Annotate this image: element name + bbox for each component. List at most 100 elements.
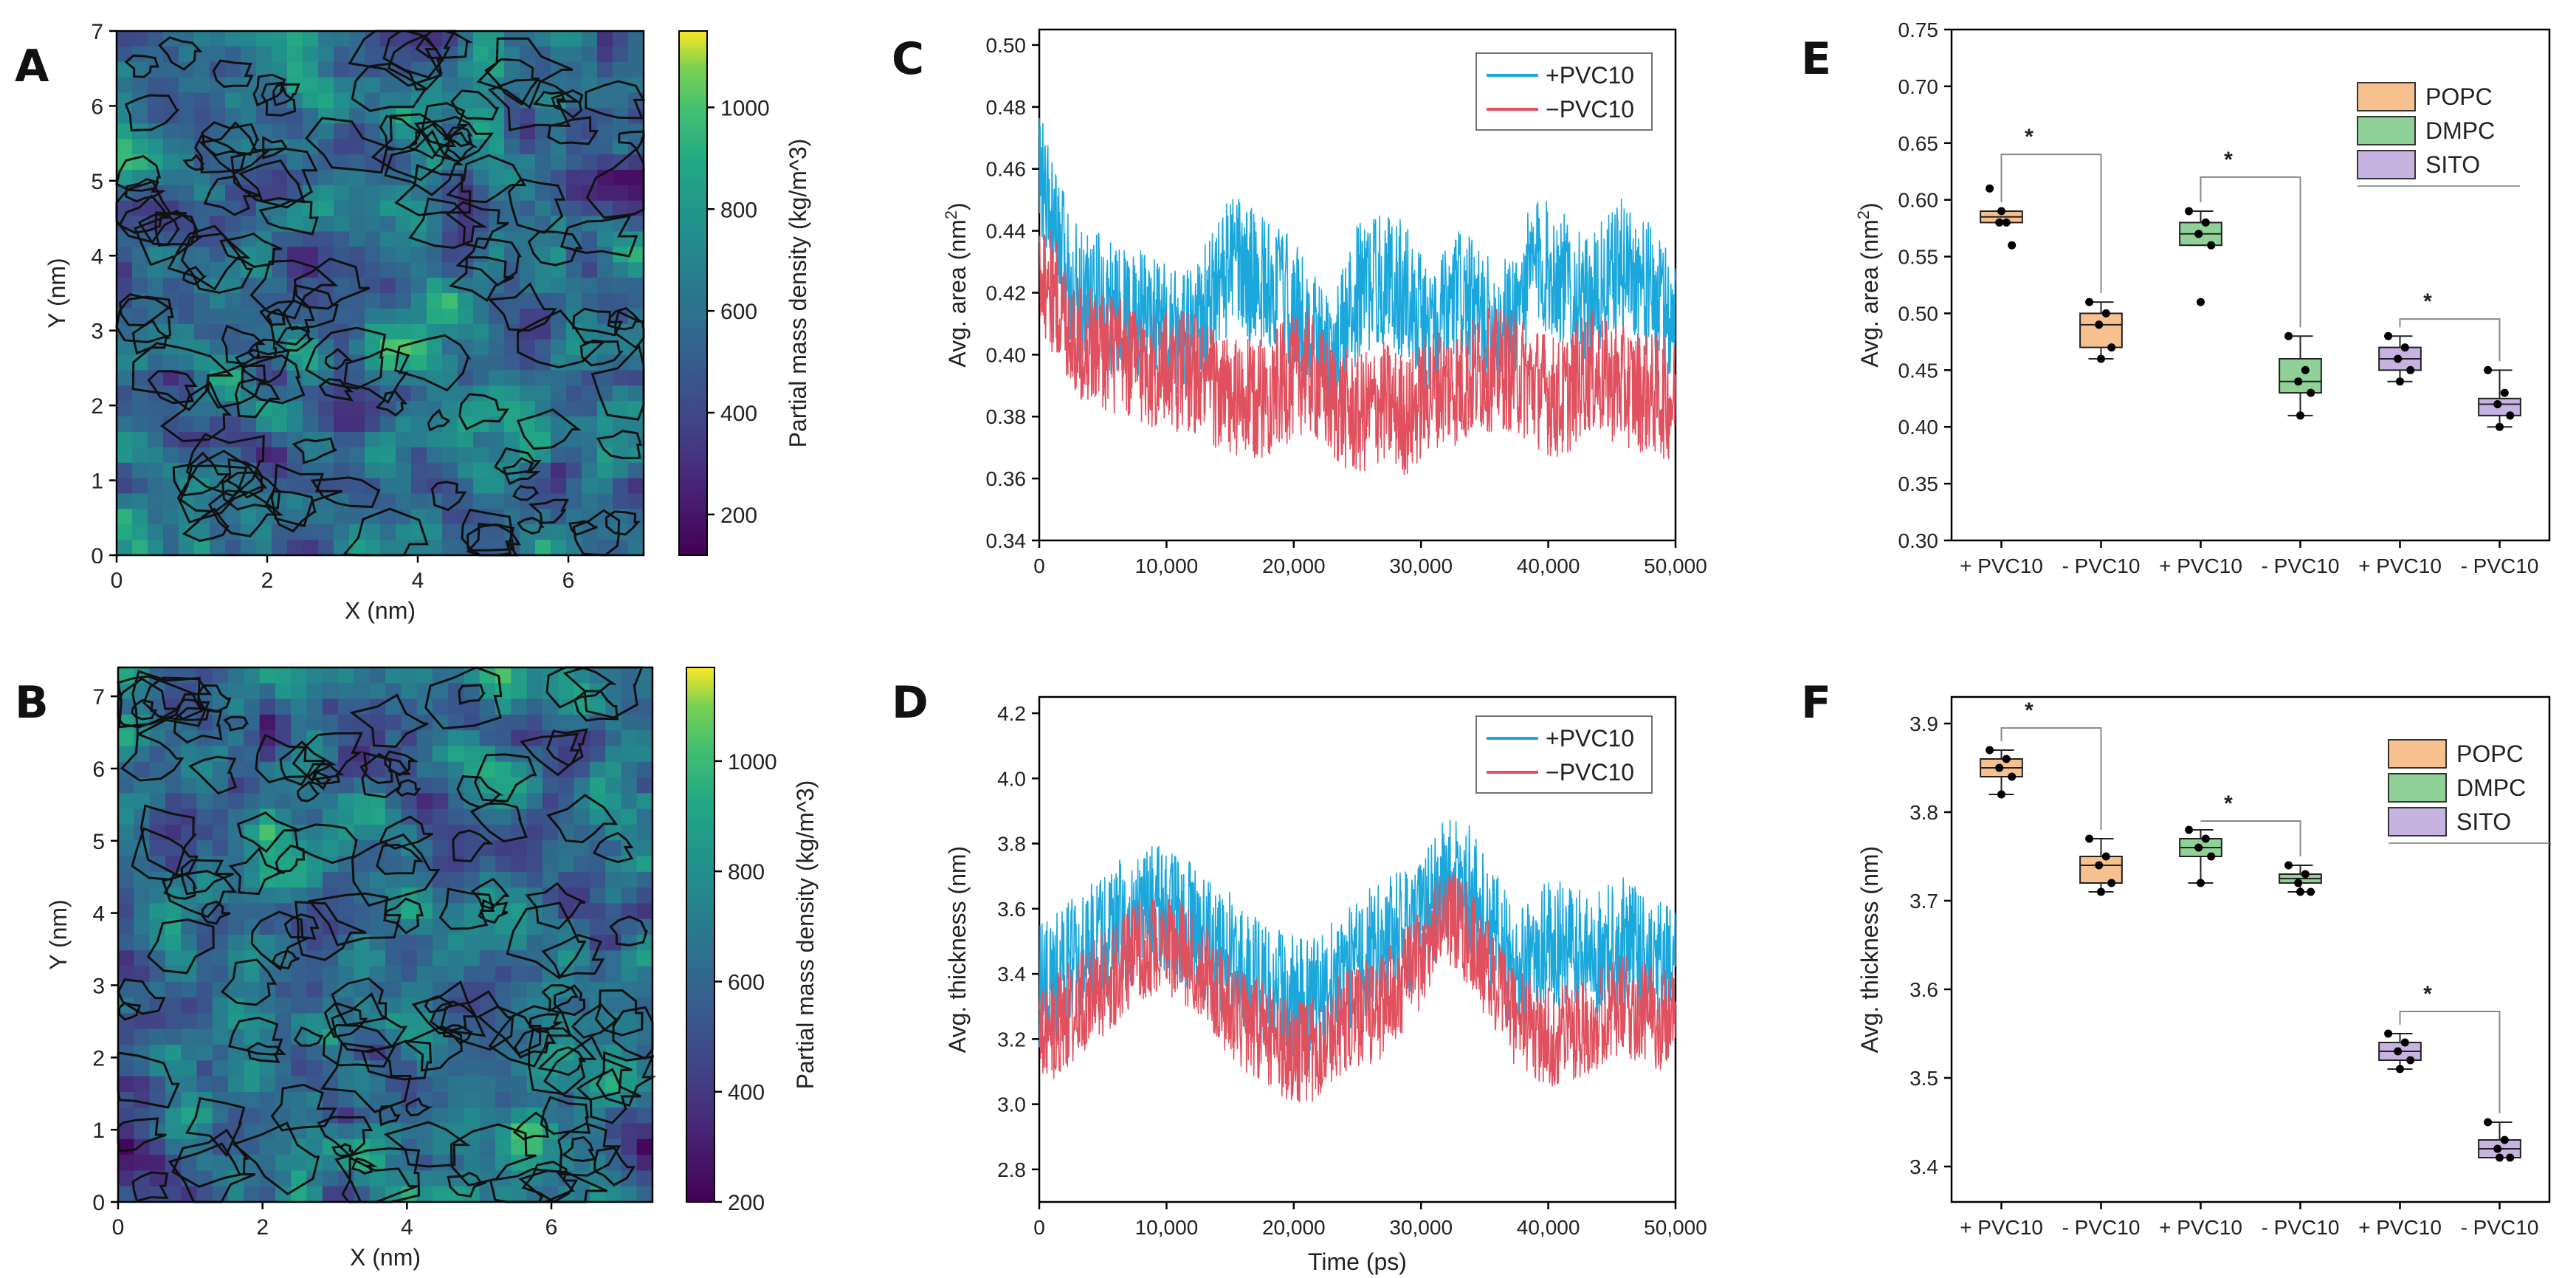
y-tick-label: 0.34 [986, 529, 1027, 552]
density-cell [589, 698, 606, 715]
density-cell [385, 997, 402, 1014]
density-cell [318, 509, 334, 525]
density-cell [442, 370, 458, 386]
density-cell [479, 950, 496, 967]
density-cell [597, 416, 613, 433]
density-cell [259, 761, 276, 778]
density-cell [322, 1091, 339, 1108]
density-cell [458, 339, 474, 356]
contour-line [546, 794, 619, 844]
density-cell [334, 401, 350, 417]
density-cell [132, 478, 148, 495]
density-cell [228, 808, 244, 825]
series-plus-pvc10-line [1039, 820, 1676, 1071]
density-cell [212, 761, 229, 778]
contour-line [594, 989, 644, 1037]
density-cell [427, 308, 443, 325]
density-cell [558, 1076, 575, 1093]
density-cell [566, 31, 582, 47]
density-cell [520, 509, 536, 525]
density-cell [149, 871, 166, 888]
density-cell [287, 509, 303, 525]
density-cell [535, 139, 551, 155]
density-cell [448, 698, 465, 715]
density-cell [306, 824, 323, 841]
density-cell [118, 730, 134, 747]
density-cell [228, 714, 244, 731]
density-cell [287, 216, 303, 233]
density-cell [542, 856, 559, 873]
contour-line [562, 666, 644, 719]
density-cell [196, 730, 213, 747]
density-cell [225, 46, 241, 63]
density-cell [287, 139, 303, 155]
density-cell [259, 1138, 276, 1155]
density-cell [628, 262, 644, 278]
density-cell [464, 1045, 481, 1061]
density-cell [369, 667, 386, 684]
density-cell [118, 1060, 134, 1077]
density-cell [621, 1123, 638, 1140]
density-cell [558, 887, 575, 904]
density-cell [117, 169, 133, 186]
density-cell [566, 493, 582, 509]
contour-line [411, 980, 486, 1037]
density-cell [118, 1155, 134, 1172]
density-cell [589, 856, 606, 873]
density-cell [526, 935, 543, 951]
contour-line [405, 1097, 433, 1117]
contour-line [179, 464, 248, 513]
density-cell [416, 1170, 433, 1187]
density-cell [117, 247, 133, 263]
density-cell [636, 935, 653, 951]
box-dmpc-minus [2279, 861, 2322, 896]
density-cell [551, 323, 567, 340]
density-cell [334, 262, 350, 278]
density-cell [149, 1155, 166, 1172]
density-cell [179, 61, 195, 78]
density-cell [520, 540, 536, 556]
density-cell [291, 667, 308, 684]
density-cell [605, 761, 622, 778]
density-cell [244, 871, 261, 888]
density-cell [354, 950, 371, 967]
density-cell [542, 1107, 559, 1124]
density-cell [489, 493, 505, 509]
density-cell [369, 683, 386, 700]
density-cell [354, 683, 371, 700]
contour-line [162, 873, 197, 900]
density-cell [306, 981, 323, 998]
significance-star: * [2423, 982, 2432, 1006]
contour-line [175, 698, 210, 721]
density-cell [566, 509, 582, 525]
y-axis-label-tail: ) [1856, 202, 1883, 210]
density-cell [613, 77, 629, 94]
density-cell [179, 46, 195, 63]
bracket-line [2200, 820, 2301, 856]
density-cell [495, 950, 512, 967]
contour-line [131, 698, 158, 721]
density-cell [582, 308, 598, 325]
y-tick-label: 1 [91, 470, 103, 494]
density-cell [380, 540, 396, 556]
density-cell [212, 808, 229, 825]
density-cell [385, 950, 402, 967]
density-cell [365, 308, 381, 325]
density-cell [259, 856, 276, 873]
density-cell [551, 293, 567, 309]
contour-line [361, 751, 411, 799]
density-cell [244, 824, 261, 841]
density-cell [210, 308, 226, 325]
y-axis-label: Avg. area (nm2) [942, 202, 971, 367]
density-cell [401, 950, 418, 967]
density-cell [228, 683, 244, 700]
contour-line [261, 81, 297, 117]
density-cell [628, 416, 644, 433]
density-cell [244, 950, 261, 967]
density-cell [566, 447, 582, 464]
density-cell [411, 462, 427, 479]
density-cell [558, 935, 575, 951]
density-cell [511, 981, 528, 998]
density-cell [411, 478, 427, 495]
density-cell [196, 683, 213, 700]
